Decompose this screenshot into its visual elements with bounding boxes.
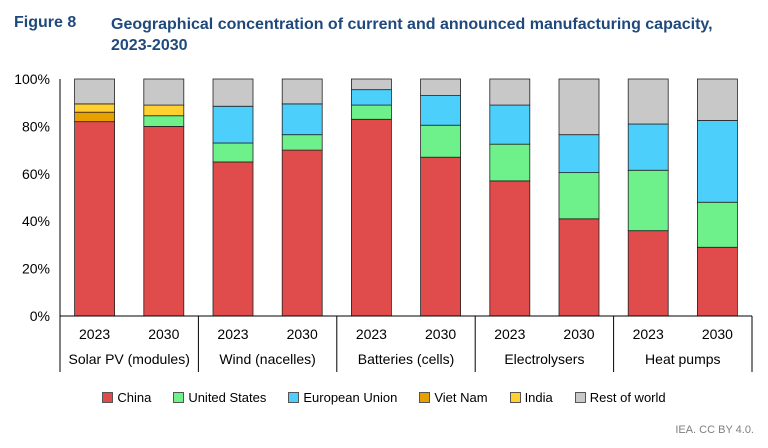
legend-swatch bbox=[509, 392, 521, 403]
bar-segment bbox=[281, 134, 323, 151]
y-tick-label: 60% bbox=[22, 166, 50, 182]
bar-segment bbox=[212, 161, 254, 317]
bar-segment bbox=[74, 103, 115, 113]
bar-segment bbox=[420, 124, 462, 158]
bar-segment bbox=[627, 169, 669, 232]
bar-segment bbox=[489, 180, 531, 317]
bar-segment bbox=[697, 120, 738, 203]
bar-segment bbox=[143, 78, 185, 106]
bar-segment bbox=[281, 149, 323, 317]
x-tick-label: 2030 bbox=[287, 326, 318, 342]
bar-segment bbox=[420, 78, 462, 96]
legend-item: Rest of world bbox=[574, 390, 666, 405]
bar-segment bbox=[558, 78, 600, 136]
stacked-bar-chart: 0% 20% 40% 60% 80% 100% 2023 2030 2023 2030 2023 20… bbox=[14, 71, 753, 372]
bar-segment bbox=[558, 134, 600, 174]
bar-segment bbox=[212, 78, 254, 107]
legend-label: European Union bbox=[303, 390, 398, 405]
bar-segment bbox=[212, 142, 254, 163]
legend-label: India bbox=[524, 390, 553, 405]
legend-label: Viet Nam bbox=[434, 390, 488, 405]
group-label: Heat pumps bbox=[645, 351, 720, 367]
bar-segment bbox=[627, 123, 669, 171]
legend-item: United States bbox=[173, 390, 266, 405]
bar-segment bbox=[627, 230, 669, 317]
x-tick-label: 2030 bbox=[702, 326, 733, 342]
x-tick-label: 2030 bbox=[148, 326, 179, 342]
bar-segment bbox=[489, 104, 531, 145]
legend-label: China bbox=[117, 390, 152, 405]
y-tick-label: 20% bbox=[22, 261, 50, 277]
legend-label: United States bbox=[188, 390, 267, 405]
bar-segment bbox=[697, 246, 738, 317]
legend-item: China bbox=[102, 390, 151, 405]
x-tick-label: 2023 bbox=[494, 326, 525, 342]
bar-segment bbox=[143, 104, 185, 117]
legend-swatch bbox=[574, 392, 586, 403]
x-tick-label: 2023 bbox=[79, 326, 110, 342]
bar-segment bbox=[212, 105, 254, 144]
chart-legend: China United States European Union Viet Nam… bbox=[0, 390, 768, 405]
bar-segment bbox=[558, 172, 600, 220]
bar-segment bbox=[74, 78, 115, 105]
x-tick-label: 2023 bbox=[633, 326, 664, 342]
x-tick-label: 2023 bbox=[356, 326, 387, 342]
y-tick-label: 80% bbox=[22, 118, 50, 134]
group-label: Batteries (cells) bbox=[358, 351, 454, 367]
legend-item: European Union bbox=[288, 390, 397, 405]
legend-swatch bbox=[173, 392, 185, 403]
figure-label: Figure 8 bbox=[14, 14, 77, 31]
y-tick-label: 100% bbox=[14, 71, 50, 87]
legend-swatch bbox=[419, 392, 431, 403]
bar-segment bbox=[281, 78, 323, 105]
bar-segment bbox=[350, 78, 392, 91]
group-label: Solar PV (modules) bbox=[69, 351, 190, 367]
bar-segment bbox=[281, 103, 323, 136]
legend-swatch bbox=[288, 392, 300, 403]
bar-segment bbox=[74, 111, 115, 123]
group-label: Wind (nacelles) bbox=[219, 351, 315, 367]
bar-segment bbox=[558, 218, 600, 317]
legend-label: Rest of world bbox=[589, 390, 666, 405]
legend-item: Viet Nam bbox=[419, 390, 488, 405]
bar-segment bbox=[350, 104, 392, 120]
x-tick-label: 2030 bbox=[425, 326, 456, 342]
legend-item: India bbox=[509, 390, 553, 405]
bar-segment bbox=[697, 78, 738, 121]
x-tick-label: 2023 bbox=[217, 326, 248, 342]
bar-segment bbox=[74, 121, 115, 317]
y-tick-label: 40% bbox=[22, 213, 50, 229]
group-label: Electrolysers bbox=[504, 351, 584, 367]
bar-segment bbox=[350, 89, 392, 106]
x-tick-label: 2030 bbox=[563, 326, 594, 342]
bar-segment bbox=[420, 156, 462, 317]
y-tick-label: 0% bbox=[30, 308, 50, 324]
bar-segment bbox=[627, 78, 669, 125]
bar-segment bbox=[350, 118, 392, 317]
bar-segment bbox=[420, 95, 462, 126]
chart-title: Geographical concentration of current an… bbox=[111, 16, 713, 54]
legend-swatch bbox=[102, 392, 114, 403]
source-note: IEA. CC BY 4.0. bbox=[675, 424, 754, 436]
bar-segment bbox=[143, 115, 185, 127]
bar-segment bbox=[697, 201, 738, 248]
bar-segment bbox=[489, 143, 531, 182]
bar-segment bbox=[489, 78, 531, 106]
bar-segment bbox=[143, 126, 185, 317]
